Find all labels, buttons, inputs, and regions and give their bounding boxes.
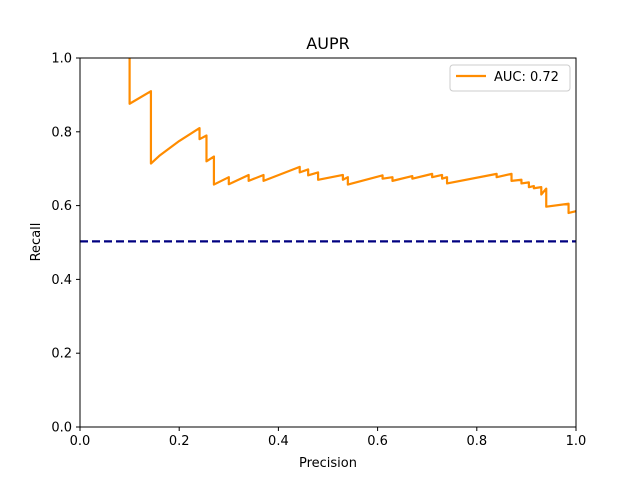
y-tick-label: 0.6 <box>51 199 72 214</box>
axes-frame <box>79 57 577 428</box>
y-tick-label: 0.4 <box>51 273 72 288</box>
legend: AUC: 0.72 <box>449 64 571 92</box>
pr-curve-line <box>128 58 577 215</box>
x-tick-label: 0.4 <box>268 434 289 449</box>
y-axis-label: Recall <box>29 223 44 262</box>
x-axis-ticks: 0.0 0.2 0.4 0.6 0.8 1.0 <box>70 427 587 449</box>
x-tick-label: 1.0 <box>566 434 587 449</box>
x-tick-label: 0.2 <box>169 434 190 449</box>
x-tick-label: 0.6 <box>367 434 388 449</box>
y-axis-ticks: 0.0 0.2 0.4 0.6 0.8 1.0 <box>51 52 80 436</box>
plot-area <box>80 58 576 427</box>
series-layer <box>80 58 577 243</box>
legend-entry-auc: AUC: 0.72 <box>494 70 559 85</box>
x-axis-label: Precision <box>299 456 357 471</box>
legend-box <box>449 64 571 92</box>
y-tick-label: 0.0 <box>51 421 72 436</box>
x-tick-label: 0.0 <box>70 434 91 449</box>
y-tick-label: 0.8 <box>51 125 72 140</box>
x-tick-label: 0.8 <box>466 434 487 449</box>
y-tick-label: 0.2 <box>51 347 72 362</box>
y-tick-label: 1.0 <box>51 52 72 67</box>
chart-title: AUPR <box>306 34 349 53</box>
